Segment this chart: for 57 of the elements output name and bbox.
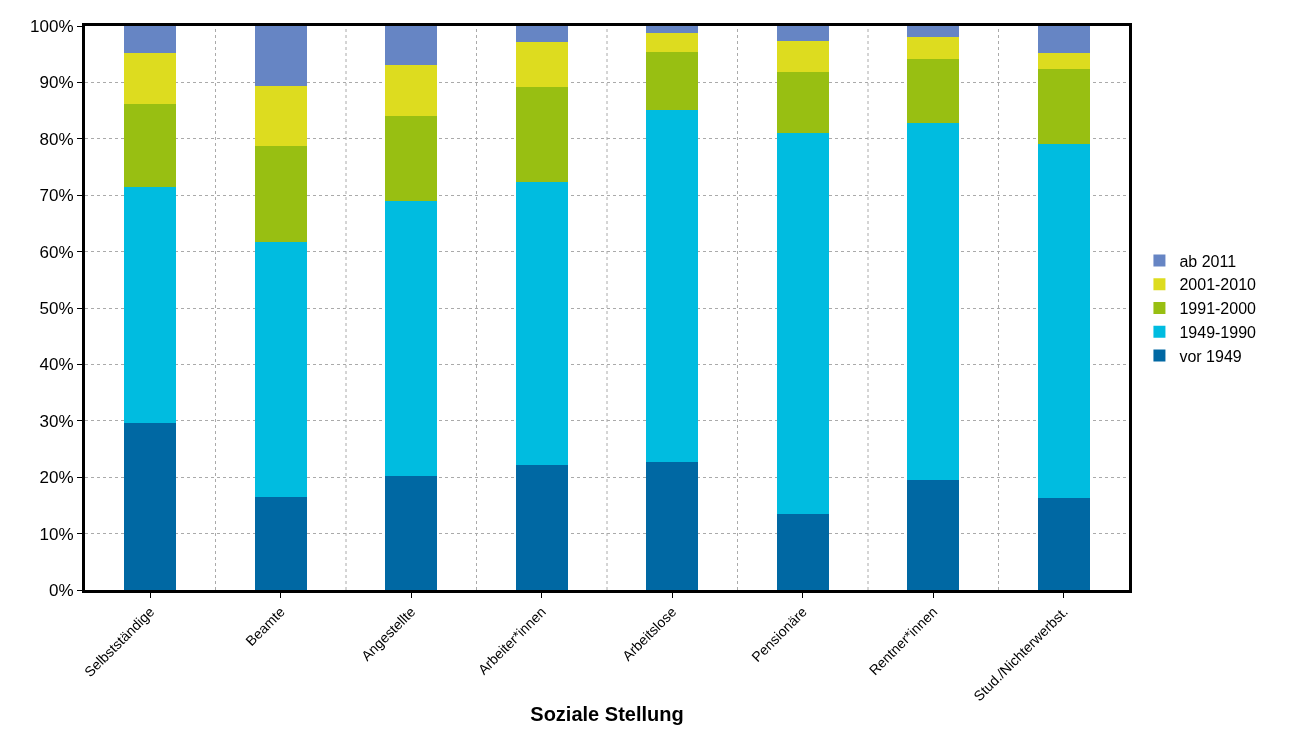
bar [385,115,438,201]
bar [385,65,438,116]
bar [646,33,699,52]
y-tick-label: 90% [39,73,74,93]
x-axis-title: Soziale Stellung [530,702,684,725]
y-tick-label: 30% [39,411,74,431]
bar [254,85,307,147]
bar [515,42,568,87]
y-tick-label: 20% [39,468,74,488]
bar [515,464,568,590]
legend-label: 1949-1990 [1179,324,1257,342]
bar [124,186,177,424]
y-tick-label: 80% [39,129,74,149]
bar [907,26,960,38]
legend-label: 2001-2010 [1179,276,1257,294]
bar [776,513,829,590]
bar [776,71,829,133]
y-tick-label: 10% [39,524,74,544]
bar [254,242,307,497]
bar [385,476,438,590]
legend-label: 1991-2000 [1179,300,1257,318]
bar [646,461,699,590]
y-tick-label: 0% [49,580,74,600]
bar [515,86,568,182]
y-tick-label: 60% [39,242,74,262]
legend-label: ab 2011 [1179,252,1237,270]
bar [1037,26,1090,53]
bar [124,103,177,187]
bar [907,37,960,60]
bar [776,26,829,42]
bar [776,41,829,72]
bar [515,181,568,465]
bar [1037,68,1090,144]
bar [646,26,699,34]
bar [254,496,307,590]
y-tick-label: 50% [39,298,74,318]
bar [646,51,699,111]
bar [515,26,568,43]
bar [1037,498,1090,590]
legend-label: vor 1949 [1179,347,1242,365]
bar [385,200,438,477]
bar [776,132,829,514]
bar [124,53,177,104]
y-tick-label: 100% [30,16,74,36]
bar [907,59,960,124]
y-tick-label: 40% [39,355,74,375]
bar [1037,52,1090,69]
bar [124,423,177,590]
bar [907,123,960,481]
bar [907,480,960,590]
bar [254,146,307,243]
bar [646,110,699,462]
y-tick-label: 70% [39,186,74,206]
bar [385,26,438,66]
bar [254,26,307,86]
bar [1037,143,1090,499]
bar [124,26,177,54]
